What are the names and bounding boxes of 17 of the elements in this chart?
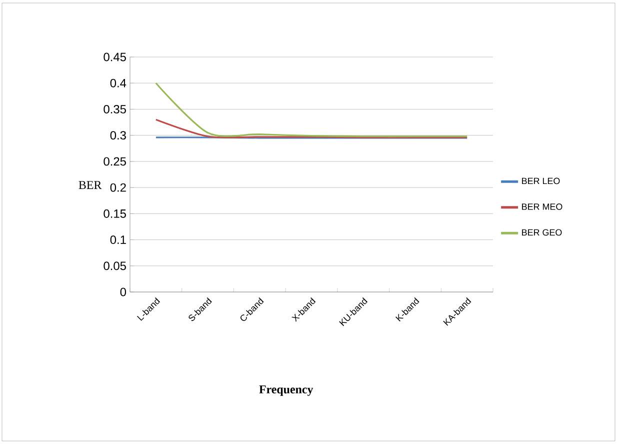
y-tick-label: 0.2 — [110, 183, 126, 192]
y-axis-title: BER — [78, 181, 102, 189]
legend-label: BER LEO — [522, 178, 560, 184]
y-tick-label: 0.25 — [104, 157, 126, 166]
legend-label: BER GEO — [522, 229, 562, 236]
legend-label: BER MEO — [522, 204, 562, 210]
y-tick-label: 0.1 — [110, 236, 126, 244]
x-axis-title: Frequency — [259, 385, 314, 396]
y-tick-label: 0 — [120, 288, 126, 296]
line-series — [155, 118, 468, 138]
line-series — [155, 82, 468, 138]
y-tick-label: 0.3 — [110, 131, 126, 140]
y-tick-label: 0.05 — [104, 262, 126, 270]
y-tick-label: 0.15 — [104, 209, 126, 218]
y-tick-label: 0.35 — [104, 104, 126, 114]
y-tick-label: 0.45 — [104, 52, 126, 62]
y-tick-label: 0.4 — [110, 78, 126, 88]
